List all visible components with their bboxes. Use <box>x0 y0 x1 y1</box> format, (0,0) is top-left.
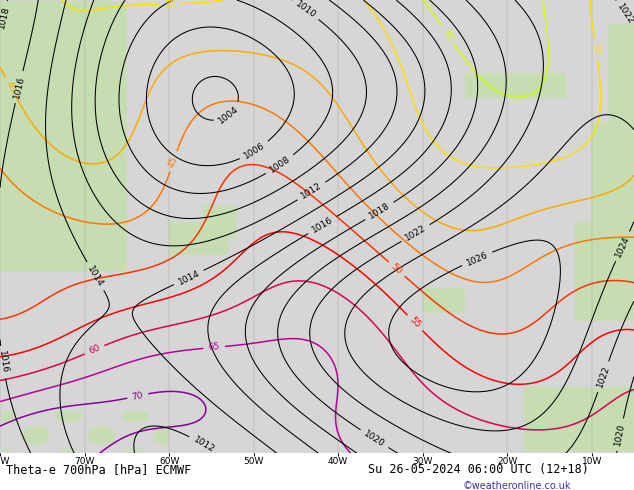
Text: 1016: 1016 <box>12 75 26 99</box>
Text: 1012: 1012 <box>191 435 216 454</box>
Text: 35: 35 <box>164 0 176 8</box>
Text: 1004: 1004 <box>217 104 241 125</box>
Text: ©weatheronline.co.uk: ©weatheronline.co.uk <box>463 481 571 490</box>
Text: 1016: 1016 <box>0 350 9 374</box>
Text: 1024: 1024 <box>614 234 631 259</box>
Text: 35: 35 <box>591 43 601 56</box>
Text: 1008: 1008 <box>268 154 292 175</box>
Text: 1022: 1022 <box>403 223 428 243</box>
Text: Su 26-05-2024 06:00 UTC (12+18): Su 26-05-2024 06:00 UTC (12+18) <box>368 463 588 476</box>
Text: 60: 60 <box>87 343 101 356</box>
Text: 1022: 1022 <box>595 365 611 389</box>
Text: 55: 55 <box>408 316 422 330</box>
Text: 1006: 1006 <box>242 141 266 161</box>
Text: 1020: 1020 <box>362 429 387 449</box>
Text: 30: 30 <box>441 27 455 42</box>
Text: 1012: 1012 <box>300 181 324 201</box>
Text: 70: 70 <box>131 391 145 401</box>
Text: 1014: 1014 <box>86 264 105 288</box>
Text: 1018: 1018 <box>367 201 392 221</box>
Text: 40: 40 <box>4 80 17 94</box>
Text: 45: 45 <box>167 155 179 168</box>
Text: 1014: 1014 <box>176 269 201 287</box>
Text: 65: 65 <box>208 343 220 352</box>
Text: 1026: 1026 <box>465 250 489 268</box>
Text: 1020: 1020 <box>614 422 627 447</box>
Text: Theta-e 700hPa [hPa] ECMWF: Theta-e 700hPa [hPa] ECMWF <box>6 463 191 476</box>
Text: 1022: 1022 <box>615 2 634 26</box>
Text: 50: 50 <box>389 262 404 276</box>
Text: 1016: 1016 <box>310 215 335 235</box>
Text: 1018: 1018 <box>0 5 11 29</box>
Text: 1010: 1010 <box>294 0 317 20</box>
